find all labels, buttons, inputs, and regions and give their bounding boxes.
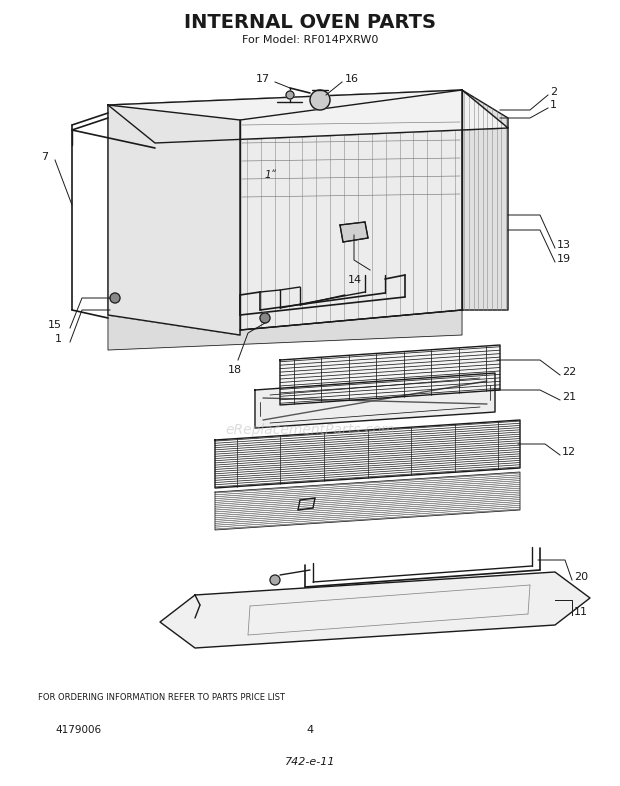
Text: 15: 15: [48, 320, 62, 330]
Text: 1: 1: [55, 334, 62, 344]
Polygon shape: [462, 90, 508, 310]
Text: 1: 1: [550, 100, 557, 110]
Polygon shape: [108, 90, 508, 143]
Text: 742-e-11: 742-e-11: [285, 757, 335, 767]
Text: FOR ORDERING INFORMATION REFER TO PARTS PRICE LIST: FOR ORDERING INFORMATION REFER TO PARTS …: [38, 693, 285, 703]
Text: 22: 22: [562, 367, 576, 377]
Polygon shape: [108, 310, 462, 350]
Polygon shape: [255, 373, 495, 428]
Polygon shape: [160, 572, 590, 648]
Text: INTERNAL OVEN PARTS: INTERNAL OVEN PARTS: [184, 13, 436, 31]
Polygon shape: [108, 90, 508, 143]
Text: 21: 21: [562, 392, 576, 402]
Text: 20: 20: [574, 572, 588, 582]
Polygon shape: [240, 90, 462, 330]
Text: 11: 11: [574, 607, 588, 617]
Polygon shape: [108, 105, 240, 335]
Polygon shape: [215, 420, 520, 488]
Text: eReplacementParts.com: eReplacementParts.com: [225, 423, 395, 437]
Circle shape: [310, 90, 330, 110]
Polygon shape: [215, 472, 520, 530]
Text: 16: 16: [345, 74, 359, 84]
Text: 18: 18: [228, 365, 242, 375]
Circle shape: [260, 313, 270, 323]
Polygon shape: [108, 105, 240, 335]
Text: 4: 4: [306, 725, 314, 735]
Text: 17: 17: [256, 74, 270, 84]
Text: 19: 19: [557, 254, 571, 264]
Text: 1ʺ: 1ʺ: [264, 170, 276, 180]
Polygon shape: [340, 222, 368, 242]
Text: 4179006: 4179006: [55, 725, 101, 735]
Text: 12: 12: [562, 447, 576, 457]
Polygon shape: [280, 345, 500, 405]
Text: 7: 7: [41, 152, 48, 162]
Text: 2: 2: [550, 87, 557, 97]
Circle shape: [286, 91, 294, 99]
Text: For Model: RF014PXRW0: For Model: RF014PXRW0: [242, 35, 378, 45]
Circle shape: [110, 293, 120, 303]
Text: 13: 13: [557, 240, 571, 250]
Circle shape: [270, 575, 280, 585]
Text: 14: 14: [348, 275, 362, 285]
